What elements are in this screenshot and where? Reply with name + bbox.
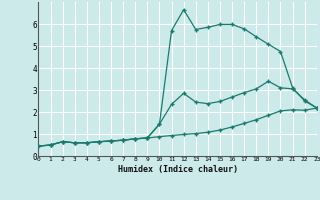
X-axis label: Humidex (Indice chaleur): Humidex (Indice chaleur) [118, 165, 238, 174]
